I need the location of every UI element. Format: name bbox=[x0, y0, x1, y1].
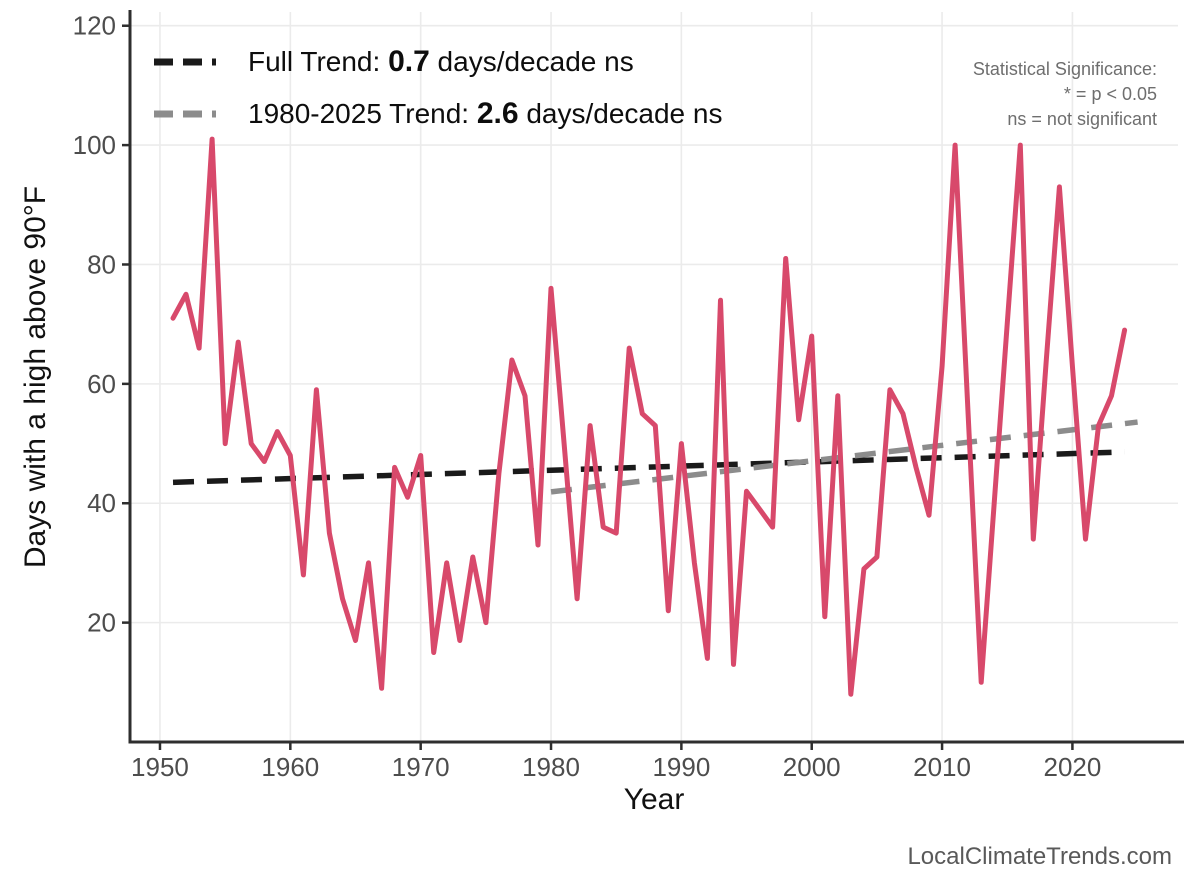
y-tick-label: 100 bbox=[73, 130, 116, 160]
significance-note-line: * = p < 0.05 bbox=[1063, 84, 1157, 104]
x-tick-label: 1960 bbox=[261, 752, 319, 782]
legend-row-recent-trend: 1980-2025 Trend: 2.6 days/decade ns bbox=[153, 96, 722, 132]
y-tick-label: 60 bbox=[87, 369, 116, 399]
x-tick-label: 2010 bbox=[913, 752, 971, 782]
legend-label-recent-trend: 1980-2025 Trend: 2.6 days/decade ns bbox=[248, 97, 723, 130]
full-trend-dash-icon bbox=[154, 58, 216, 66]
x-tick-label: 1970 bbox=[392, 752, 450, 782]
y-tick-label: 80 bbox=[87, 249, 116, 279]
trend-legend: Full Trend: 0.7 days/decade ns 1980-2025… bbox=[153, 44, 722, 148]
recent-trend-dash-icon bbox=[154, 110, 216, 118]
y-tick-label: 40 bbox=[87, 488, 116, 518]
x-tick-label: 2000 bbox=[783, 752, 841, 782]
significance-note-line: ns = not significant bbox=[1007, 109, 1157, 129]
y-tick-label: 120 bbox=[73, 11, 116, 41]
significance-note-line: Statistical Significance: bbox=[972, 59, 1157, 79]
legend-label-full-trend: Full Trend: 0.7 days/decade ns bbox=[248, 45, 634, 78]
x-axis-title: Year bbox=[623, 783, 685, 816]
watermark-text: LocalClimateTrends.com bbox=[907, 843, 1172, 870]
days-above-90-series-line bbox=[170, 136, 1128, 697]
y-tick-label: 20 bbox=[87, 608, 116, 638]
full-trend-line bbox=[172, 449, 1125, 486]
x-tick-label: 2020 bbox=[1043, 752, 1101, 782]
significance-note: Statistical Significance: * = p < 0.05 n… bbox=[973, 57, 1157, 132]
x-tick-label: 1980 bbox=[522, 752, 580, 782]
legend-row-full-trend: Full Trend: 0.7 days/decade ns bbox=[153, 44, 722, 80]
y-axis-title: Days with a high above 90°F bbox=[19, 185, 52, 569]
x-tick-label: 1990 bbox=[652, 752, 710, 782]
recent-trend-line bbox=[550, 419, 1138, 495]
x-tick-label: 1950 bbox=[131, 752, 189, 782]
